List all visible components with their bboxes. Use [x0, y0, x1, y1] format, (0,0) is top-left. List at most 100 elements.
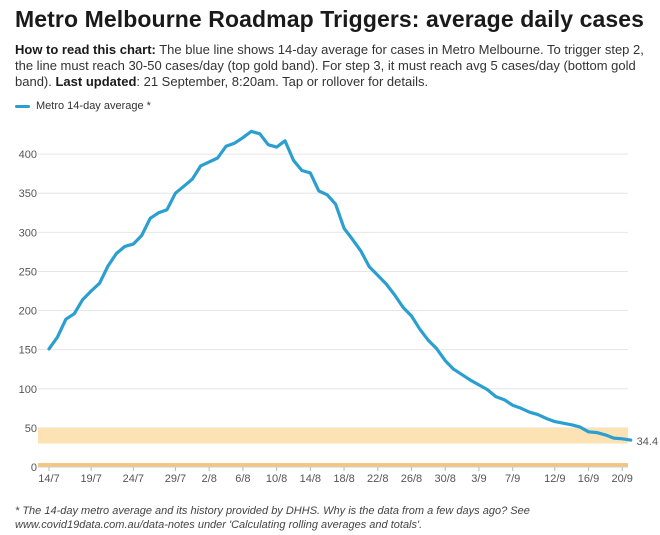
data-point[interactable] [501, 397, 507, 403]
chart-title: Metro Melbourne Roadmap Triggers: averag… [15, 6, 645, 32]
data-point[interactable] [451, 366, 457, 372]
data-point[interactable] [392, 292, 398, 298]
data-point[interactable] [223, 143, 229, 149]
x-tick-label: 19/7 [80, 473, 101, 485]
data-point[interactable] [468, 377, 474, 383]
data-point[interactable] [231, 140, 237, 146]
data-point[interactable] [63, 316, 69, 322]
data-point[interactable] [282, 138, 288, 144]
data-point[interactable] [156, 210, 162, 216]
data-point[interactable] [172, 190, 178, 196]
data-point[interactable] [71, 311, 77, 317]
x-tick-label: 3/9 [471, 473, 486, 485]
data-point[interactable] [408, 313, 414, 319]
data-point[interactable] [113, 250, 119, 256]
data-point[interactable] [164, 207, 170, 213]
data-point[interactable] [80, 297, 86, 303]
legend-label: Metro 14-day average * [36, 100, 151, 112]
data-point[interactable] [366, 264, 372, 270]
data-point[interactable] [569, 422, 575, 428]
data-point[interactable] [299, 168, 305, 174]
data-point[interactable] [248, 128, 254, 134]
chart-legend[interactable]: Metro 14-day average * [15, 100, 151, 112]
data-point[interactable] [181, 183, 187, 189]
y-tick-label: 0 [31, 462, 37, 474]
data-point[interactable] [105, 263, 111, 269]
x-tick-label: 6/8 [235, 473, 250, 485]
data-point[interactable] [349, 236, 355, 242]
series-line-metro-14-day-average[interactable] [47, 129, 633, 442]
data-point[interactable] [594, 430, 600, 436]
data-point[interactable] [46, 346, 52, 352]
data-point[interactable] [425, 337, 431, 343]
x-tick-label: 14/7 [38, 473, 59, 485]
data-point[interactable] [206, 159, 212, 165]
how-to-read-text: The blue line shows 14-day average for c… [15, 42, 644, 89]
data-point[interactable] [189, 176, 195, 182]
data-point[interactable] [383, 281, 389, 287]
y-tick-label: 400 [19, 149, 37, 161]
data-point[interactable] [459, 372, 465, 378]
data-point[interactable] [510, 402, 516, 408]
data-point[interactable] [147, 215, 153, 221]
data-point[interactable] [139, 232, 145, 238]
data-point[interactable] [316, 188, 322, 194]
data-point[interactable] [628, 437, 634, 443]
data-point[interactable] [333, 201, 339, 207]
x-tick-label: 12/9 [544, 473, 565, 485]
data-point[interactable] [198, 163, 204, 169]
data-point[interactable] [122, 243, 128, 249]
data-point[interactable] [307, 170, 313, 176]
data-point[interactable] [484, 387, 490, 393]
data-point[interactable] [341, 225, 347, 231]
data-point[interactable] [611, 435, 617, 441]
data-point[interactable] [619, 436, 625, 442]
data-point[interactable] [527, 409, 533, 415]
data-point[interactable] [88, 288, 94, 294]
data-point[interactable] [400, 304, 406, 310]
data-point[interactable] [543, 416, 549, 422]
x-tick-label: 7/9 [505, 473, 520, 485]
data-point[interactable] [518, 405, 524, 411]
data-point[interactable] [265, 142, 271, 148]
data-point[interactable] [434, 346, 440, 352]
data-point[interactable] [324, 192, 330, 198]
legend-swatch [15, 104, 30, 108]
data-point[interactable] [577, 424, 583, 430]
data-point[interactable] [274, 144, 280, 150]
data-point[interactable] [560, 420, 566, 426]
step3-trigger-band [38, 463, 628, 467]
x-tick-label: 29/7 [165, 473, 186, 485]
data-point[interactable] [417, 326, 423, 332]
y-tick-label: 50 [25, 423, 37, 435]
data-point[interactable] [215, 155, 221, 161]
data-point[interactable] [358, 248, 364, 254]
data-point[interactable] [442, 358, 448, 364]
data-point[interactable] [240, 135, 246, 141]
data-point[interactable] [552, 419, 558, 425]
data-point[interactable] [535, 412, 541, 418]
data-point[interactable] [476, 382, 482, 388]
data-point[interactable] [54, 334, 60, 340]
x-tick-label: 2/8 [202, 473, 217, 485]
data-point[interactable] [130, 241, 136, 247]
last-updated-text: : 21 September, 8:20am. Tap or rollover … [136, 74, 429, 89]
data-point[interactable] [257, 131, 263, 137]
data-point[interactable] [97, 280, 103, 286]
last-updated-label: Last updated [55, 74, 137, 89]
y-tick-label: 350 [19, 188, 37, 200]
y-tick-label: 250 [19, 266, 37, 278]
data-point[interactable] [493, 394, 499, 400]
y-tick-label: 100 [19, 384, 37, 396]
x-tick-label: 20/9 [612, 473, 633, 485]
data-point[interactable] [290, 157, 296, 163]
x-tick-label: 30/8 [434, 473, 455, 485]
x-tick-label: 26/8 [401, 473, 422, 485]
y-tick-label: 150 [19, 345, 37, 357]
data-point[interactable] [586, 429, 592, 435]
x-tick-label: 24/7 [123, 473, 144, 485]
y-tick-label: 300 [19, 227, 37, 239]
data-point[interactable] [602, 432, 608, 438]
data-point[interactable] [375, 272, 381, 278]
